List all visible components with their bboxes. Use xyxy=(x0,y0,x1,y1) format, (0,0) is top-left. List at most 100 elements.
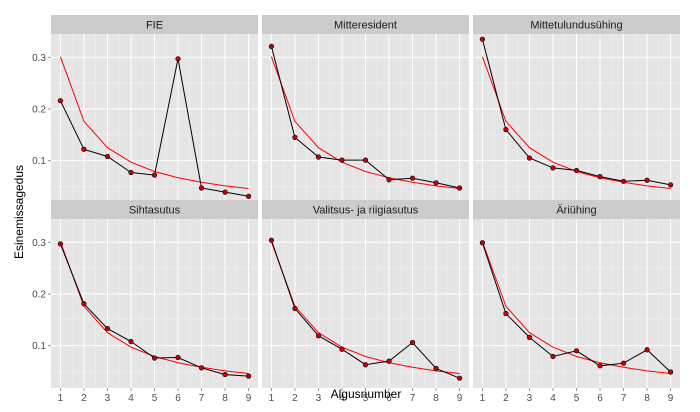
x-tick-label: 8 xyxy=(433,393,439,404)
data-point xyxy=(268,43,275,50)
data-point xyxy=(667,369,674,375)
data-point xyxy=(292,305,298,312)
facet-title: Sihtasutus xyxy=(129,205,181,217)
data-point xyxy=(292,134,298,140)
facet-panel: Äriühing 1 2 3 4 5 6 7 8 9 xyxy=(473,200,680,404)
x-tick-label: 8 xyxy=(222,393,228,404)
data-point xyxy=(81,146,87,152)
data-point xyxy=(456,185,463,191)
x-tick-label: 7 xyxy=(199,393,205,404)
data-point xyxy=(268,237,275,243)
data-point xyxy=(456,375,463,381)
y-tick-label: 0.3 xyxy=(32,238,46,249)
facet-panel: FIE 0.1 0.2 0.3 xyxy=(32,15,258,203)
data-point xyxy=(339,346,345,352)
y-tick-label: 0.1 xyxy=(32,341,46,352)
data-point xyxy=(479,240,486,246)
facet-strip xyxy=(473,15,680,34)
x-tick-label: 3 xyxy=(316,393,322,404)
data-point xyxy=(550,165,556,171)
reference-line xyxy=(270,241,460,374)
data-point xyxy=(175,354,181,361)
data-point xyxy=(362,362,369,368)
data-point xyxy=(620,360,627,366)
data-point xyxy=(222,371,228,378)
x-tick-label: 6 xyxy=(175,393,181,404)
facet-strip xyxy=(51,15,258,34)
facet-title: Mittetulundusühing xyxy=(530,20,622,32)
data-point xyxy=(245,193,252,199)
x-tick-label: 8 xyxy=(644,393,650,404)
x-tick-label: 3 xyxy=(105,393,111,404)
data-point xyxy=(57,98,64,104)
x-tick-label: 9 xyxy=(457,393,463,404)
data-point xyxy=(526,155,533,161)
facet-panel: Mittetulundusühing xyxy=(473,15,680,203)
facet-title: Äriühing xyxy=(556,205,596,217)
facet-panel: Mitteresident xyxy=(262,15,469,203)
x-tick-label: 5 xyxy=(574,393,580,404)
data-point xyxy=(503,310,509,317)
facet-title: Mitteresident xyxy=(334,20,397,32)
data-point xyxy=(409,175,416,181)
data-point xyxy=(386,177,392,183)
data-point xyxy=(198,365,205,371)
data-point xyxy=(409,339,416,346)
data-point xyxy=(315,333,322,339)
data-point xyxy=(550,353,556,360)
data-point xyxy=(573,167,580,174)
x-tick-label: 7 xyxy=(621,393,627,404)
x-tick-label: 2 xyxy=(81,393,87,404)
reference-line xyxy=(270,56,460,189)
facet-title: FIE xyxy=(146,20,163,32)
data-point xyxy=(433,180,439,186)
data-point xyxy=(175,56,181,62)
data-point xyxy=(81,301,87,307)
data-point xyxy=(644,177,650,183)
data-point xyxy=(479,36,486,42)
x-tick-label: 1 xyxy=(58,393,64,404)
facet-strip xyxy=(473,200,680,219)
data-point xyxy=(339,157,345,163)
x-tick-label: 5 xyxy=(363,393,369,404)
data-point xyxy=(151,355,158,361)
y-tick-label: 0.2 xyxy=(32,104,46,115)
data-point xyxy=(151,172,158,178)
data-point xyxy=(667,182,674,188)
y-tick-label: 0.1 xyxy=(32,156,46,167)
facet-panel: Valitsus- ja riigiasutus 1 2 3 4 5 6 7 8 9 xyxy=(262,200,469,404)
facet-panels: FIE 0.1 0.2 0.3 Mitteresident Mittetulundusüh… xyxy=(32,15,680,404)
data-point xyxy=(386,358,392,364)
y-tick-label: 0.2 xyxy=(32,289,46,300)
x-tick-label: 6 xyxy=(597,393,603,404)
x-tick-label: 4 xyxy=(339,393,345,404)
data-point xyxy=(57,241,64,247)
x-tick-label: 2 xyxy=(292,393,298,404)
x-axis-title: Algusnumber xyxy=(331,387,402,401)
data-point xyxy=(433,365,439,371)
y-tick-label: 0.3 xyxy=(32,53,46,64)
y-axis-title: Esinemissagedus xyxy=(12,165,26,259)
facet-panel: Sihtasutus 0.1 0.2 0.3 1 2 3 4 5 6 7 8 9 xyxy=(32,200,258,404)
reference-line xyxy=(481,241,671,374)
data-point xyxy=(128,169,134,176)
x-tick-label: 9 xyxy=(668,393,674,404)
data-point xyxy=(315,154,322,160)
data-point xyxy=(644,347,650,353)
data-point xyxy=(198,185,205,191)
data-point xyxy=(222,189,228,195)
x-tick-label: 4 xyxy=(550,393,556,404)
x-tick-label: 7 xyxy=(410,393,416,404)
x-tick-label: 4 xyxy=(128,393,134,404)
x-tick-label: 2 xyxy=(503,393,509,404)
facet-strip xyxy=(262,200,469,219)
facet-strip xyxy=(262,15,469,34)
x-tick-label: 1 xyxy=(269,393,275,404)
reference-line xyxy=(59,56,249,189)
x-tick-label: 6 xyxy=(386,393,392,404)
data-point xyxy=(128,338,134,345)
data-point xyxy=(526,334,533,340)
data-point xyxy=(362,157,369,163)
data-point xyxy=(597,363,603,369)
